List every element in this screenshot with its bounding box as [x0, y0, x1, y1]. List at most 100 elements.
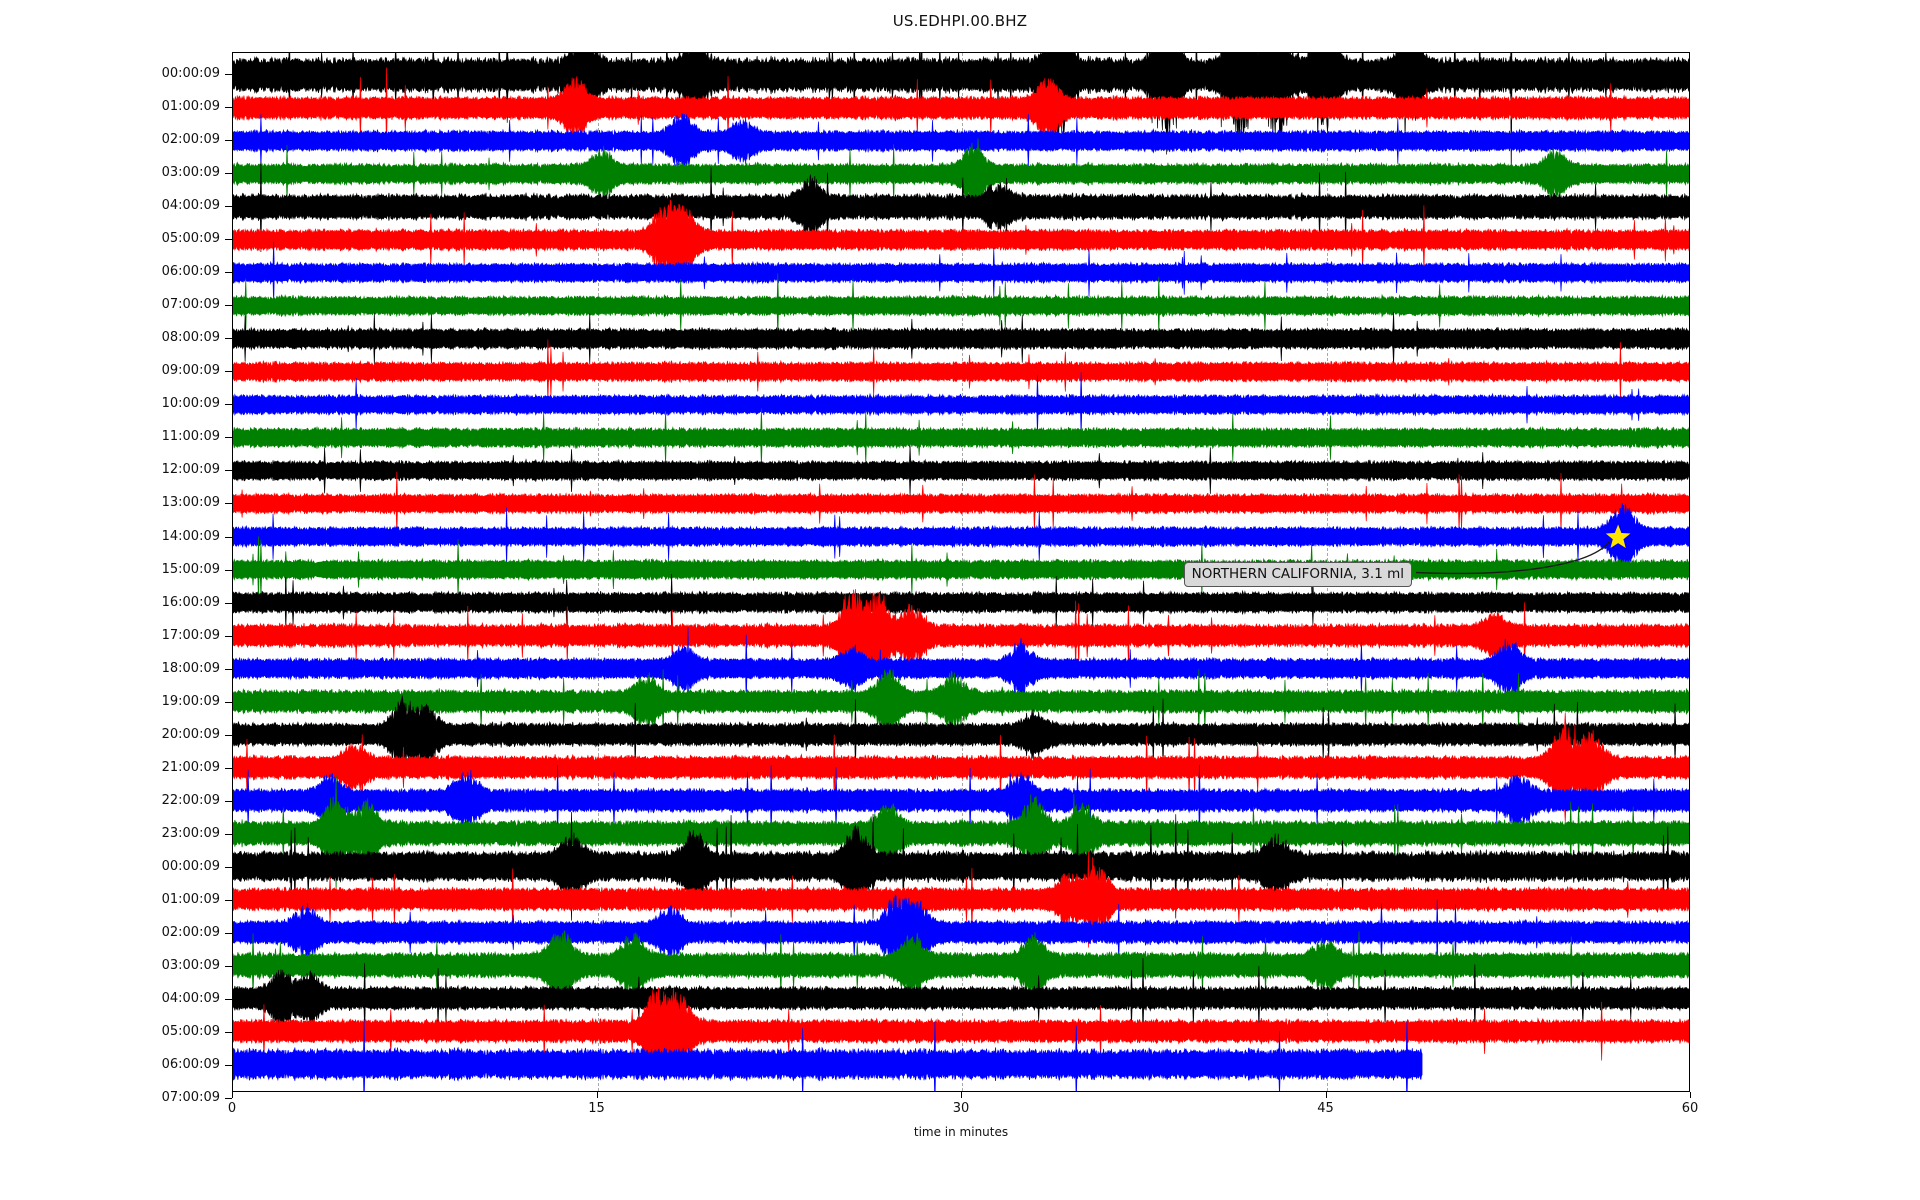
y-axis-tick-mark — [225, 932, 232, 934]
y-axis-tick-mark — [225, 734, 232, 736]
x-axis-title: time in minutes — [913, 1125, 1009, 1139]
page-title: US.EDHPI.00.BHZ — [892, 12, 1028, 30]
x-axis-tick-mark — [596, 1092, 598, 1098]
trace-210009 — [233, 712, 1689, 823]
y-axis-tick-mark — [225, 1098, 232, 1100]
trace-040009 — [233, 957, 1689, 1039]
y-axis-tick-mark — [225, 866, 232, 868]
y-axis-tick-label: 01:00:09 — [161, 891, 220, 907]
y-axis-tick-label: 18:00:09 — [161, 660, 220, 676]
y-axis-tick-mark — [225, 404, 232, 406]
annotation-label[interactable]: NORTHERN CALIFORNIA, 3.1 ml — [1183, 561, 1412, 587]
y-axis-tick-mark — [225, 140, 232, 142]
x-axis-tick-label: 30 — [952, 1101, 970, 1116]
trace-160009 — [233, 573, 1689, 632]
trace-040009 — [233, 161, 1689, 252]
y-axis-tick-label: 13:00:09 — [161, 495, 220, 511]
y-axis-tick-mark — [225, 569, 232, 571]
y-axis-tick-label: 04:00:09 — [161, 198, 220, 214]
y-axis-tick-label: 03:00:09 — [161, 165, 220, 181]
y-axis-tick-mark — [225, 503, 232, 505]
trace-060009 — [233, 241, 1689, 304]
y-axis-tick-mark — [225, 1032, 232, 1034]
y-axis-tick-mark — [225, 74, 232, 75]
y-axis-tick-mark — [225, 965, 232, 967]
y-axis-tick-label: 05:00:09 — [161, 1024, 220, 1040]
y-axis-tick-label: 08:00:09 — [161, 330, 220, 346]
trace-110009 — [233, 408, 1689, 467]
plot-axes: NORTHERN CALIFORNIA, 3.1 ml — [232, 52, 1690, 1092]
trace-050009 — [233, 199, 1689, 280]
y-axis-tick-mark — [225, 899, 232, 901]
trace-050009 — [233, 987, 1689, 1076]
y-axis-tick-mark — [225, 833, 232, 835]
x-axis-tick-label: 15 — [588, 1101, 605, 1116]
y-axis-tick-mark — [225, 470, 232, 472]
trace-090009 — [233, 339, 1689, 404]
y-axis-tick-label: 02:00:09 — [161, 132, 220, 148]
x-axis-tick-mark — [1325, 1092, 1327, 1098]
trace-010009 — [233, 67, 1689, 149]
y-axis-tick-label: 21:00:09 — [161, 759, 220, 775]
trace-020009 — [233, 113, 1689, 169]
y-axis-tick-mark — [225, 767, 232, 769]
trace-150009 — [233, 536, 1689, 603]
y-axis-tick-label: 06:00:09 — [161, 1057, 220, 1073]
y-axis-tick-label: 01:00:09 — [161, 99, 220, 115]
y-axis-tick-label: 09:00:09 — [161, 363, 220, 379]
y-axis-tick-label: 17:00:09 — [161, 627, 220, 643]
trace-000009 — [233, 53, 1689, 176]
y-axis-tick-mark — [225, 305, 232, 307]
y-axis-tick-label: 16:00:09 — [161, 594, 220, 610]
trace-070009 — [233, 273, 1689, 339]
y-axis-tick-label: 15:00:09 — [161, 561, 220, 577]
y-axis-tick-label: 07:00:09 — [161, 1090, 220, 1106]
trace-130009 — [233, 471, 1689, 536]
y-axis-tick-mark — [225, 239, 232, 241]
x-axis-tick-mark — [961, 1092, 962, 1098]
x-axis-tick-label: 45 — [1317, 1101, 1334, 1116]
y-axis-tick-mark — [225, 668, 232, 670]
trace-100009 — [233, 372, 1689, 438]
trace-180009 — [233, 627, 1689, 710]
seismogram-traces — [233, 53, 1689, 1091]
y-axis-tick-mark — [225, 437, 232, 439]
y-axis-tick-label: 00:00:09 — [161, 66, 220, 81]
plot-area: NORTHERN CALIFORNIA, 3.1 ml — [233, 53, 1689, 1091]
y-axis-tick-mark — [225, 800, 232, 802]
trace-230009 — [233, 774, 1689, 892]
trace-200009 — [233, 695, 1689, 774]
y-axis-tick-label: 11:00:09 — [161, 429, 220, 445]
x-axis-tick-mark — [1690, 1092, 1691, 1098]
x-axis-tick-mark — [232, 1092, 233, 1098]
trace-120009 — [233, 445, 1689, 497]
trace-060009 — [233, 1019, 1423, 1091]
y-axis-tick-label: 10:00:09 — [161, 396, 220, 412]
y-axis-tick-mark — [225, 206, 232, 208]
y-axis-tick-label: 12:00:09 — [161, 462, 220, 478]
x-axis-tick-label: 0 — [227, 1101, 237, 1116]
x-axis-tick-label: 60 — [1681, 1101, 1699, 1116]
y-axis-tick-label: 06:00:09 — [161, 264, 220, 280]
y-axis-tick-label: 02:00:09 — [161, 924, 220, 940]
trace-000009 — [233, 811, 1689, 921]
y-axis-tick-mark — [225, 1065, 232, 1067]
y-axis-tick-label: 14:00:09 — [161, 528, 220, 544]
y-axis-tick-mark — [225, 272, 232, 274]
y-axis-tick-mark — [225, 602, 232, 604]
y-axis-tick-label: 00:00:09 — [161, 858, 220, 874]
y-axis-tick-mark — [225, 999, 232, 1001]
trace-170009 — [233, 589, 1689, 682]
y-axis-tick-mark — [225, 536, 232, 538]
y-axis-tick-mark — [225, 173, 232, 175]
y-axis-tick-mark — [225, 107, 232, 109]
trace-220009 — [233, 764, 1689, 837]
y-axis-tick-mark — [225, 338, 232, 340]
trace-140009 — [233, 502, 1689, 571]
trace-030009 — [233, 138, 1689, 210]
trace-010009 — [233, 850, 1689, 948]
y-axis-tick-mark — [225, 701, 232, 703]
y-axis-tick-label: 23:00:09 — [161, 825, 220, 841]
y-axis-tick-label: 04:00:09 — [161, 991, 220, 1007]
